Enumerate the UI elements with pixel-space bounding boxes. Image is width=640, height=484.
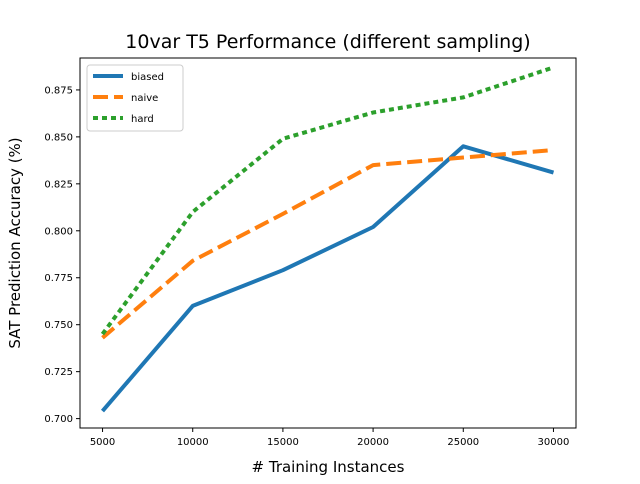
x-axis-ticks: 5000 10000 15000 20000 25000 30000 [90, 428, 570, 448]
y-axis-ticks: 0.700 0.725 0.750 0.775 0.800 0.825 0.850 0.875 [44, 85, 80, 425]
series-line-naive [101, 148, 554, 340]
x-axis-label: # Training Instances [252, 458, 405, 476]
y-tick-label: 0.725 [44, 367, 73, 378]
legend-label-hard: hard [131, 114, 154, 125]
legend: biased naive hard [86, 64, 184, 132]
y-axis-label: SAT Prediction Accuracy (%) [6, 137, 24, 348]
x-tick-label: 30000 [538, 437, 570, 448]
y-tick-label: 0.800 [44, 226, 73, 237]
y-tick-label: 0.775 [44, 273, 73, 284]
x-tick-label: 25000 [447, 437, 479, 448]
legend-box [86, 64, 184, 132]
series-line-biased [100, 144, 555, 413]
y-tick-label: 0.850 [44, 132, 73, 143]
y-tick-label: 0.875 [44, 85, 73, 96]
legend-label-naive: naive [131, 93, 158, 104]
y-tick-label: 0.825 [44, 179, 73, 190]
chart-title: 10var T5 Performance (different sampling… [125, 31, 530, 53]
x-tick-label: 20000 [357, 437, 389, 448]
series-layer [100, 65, 555, 413]
x-tick-label: 5000 [90, 437, 115, 448]
y-tick-label: 0.700 [44, 414, 73, 425]
y-tick-label: 0.750 [44, 320, 73, 331]
series-line-hard [100, 65, 555, 336]
plot-frame [79, 57, 577, 429]
x-tick-label: 15000 [267, 437, 299, 448]
x-tick-label: 10000 [177, 437, 209, 448]
legend-label-biased: biased [131, 72, 164, 83]
